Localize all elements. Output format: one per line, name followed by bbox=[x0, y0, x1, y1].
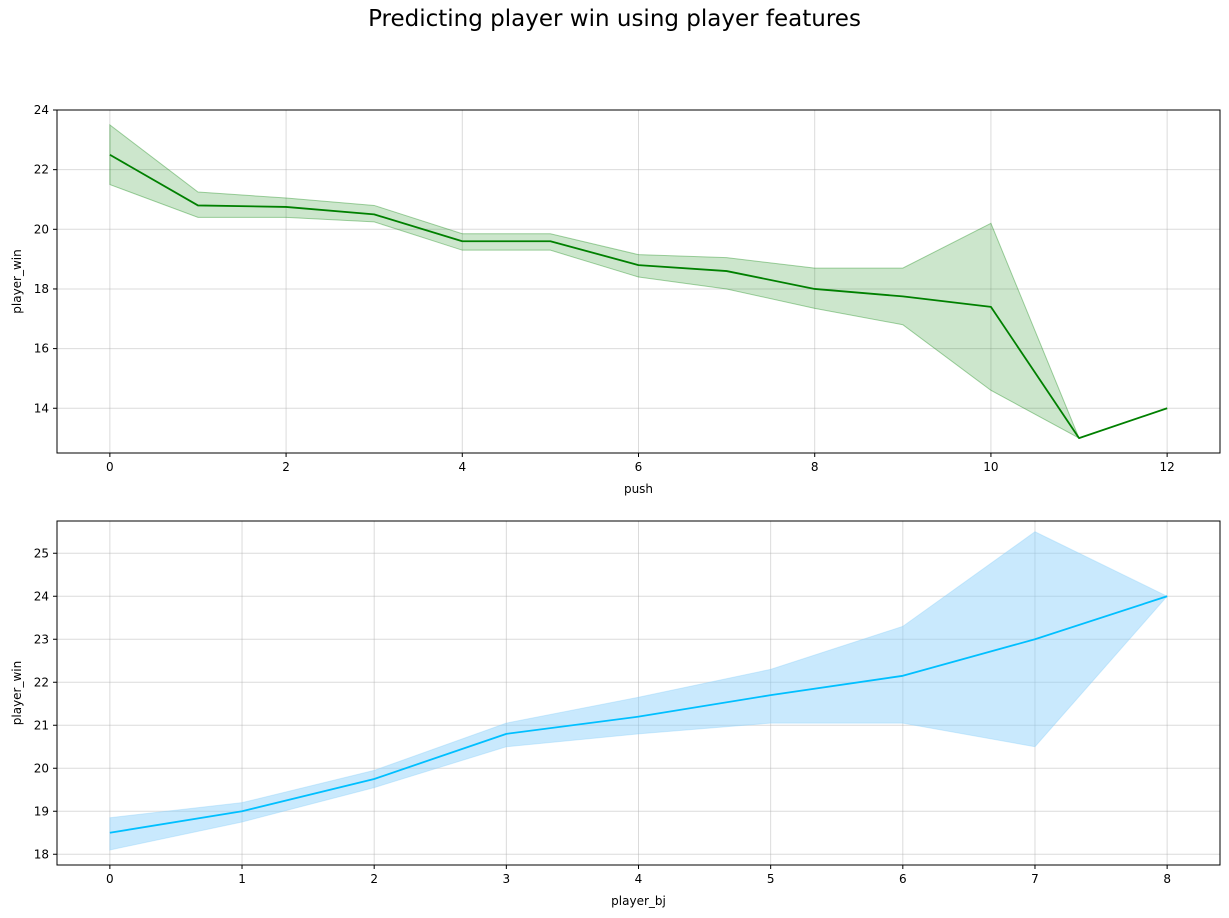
x-tick-label: 6 bbox=[635, 460, 643, 474]
y-tick-label: 24 bbox=[34, 103, 49, 117]
chart-panel-2: 0 1 2 3 4 5 6 7 81819202122232425player_bjplayer… bbox=[10, 521, 1220, 908]
x-tick-label: 2 bbox=[282, 460, 290, 474]
y-tick-label: 18 bbox=[34, 847, 49, 861]
y-tick-label: 20 bbox=[34, 761, 49, 775]
x-axis-label: push bbox=[624, 482, 653, 496]
x-tick-label: 7 bbox=[1031, 872, 1039, 886]
x-tick-label: 5 bbox=[767, 872, 775, 886]
x-tick-label: 6 bbox=[899, 872, 907, 886]
x-tick-label: 0 bbox=[106, 460, 114, 474]
y-tick-label: 19 bbox=[34, 804, 49, 818]
y-tick-label: 20 bbox=[34, 222, 49, 236]
y-axis-label: player_win bbox=[10, 249, 24, 313]
x-tick-label: 1 bbox=[238, 872, 246, 886]
y-tick-label: 22 bbox=[34, 675, 49, 689]
x-tick-label: 8 bbox=[1163, 872, 1171, 886]
y-tick-label: 25 bbox=[34, 546, 49, 560]
x-tick-label: 10 bbox=[983, 460, 998, 474]
y-tick-label: 24 bbox=[34, 589, 49, 603]
x-tick-label: 2 bbox=[370, 872, 378, 886]
y-tick-label: 21 bbox=[34, 718, 49, 732]
x-axis-label: player_bj bbox=[611, 894, 666, 908]
y-tick-label: 16 bbox=[34, 342, 49, 356]
x-tick-label: 4 bbox=[635, 872, 643, 886]
x-tick-label: 4 bbox=[458, 460, 466, 474]
x-tick-label: 3 bbox=[503, 872, 511, 886]
x-tick-label: 8 bbox=[811, 460, 819, 474]
y-tick-label: 22 bbox=[34, 163, 49, 177]
x-tick-label: 12 bbox=[1159, 460, 1174, 474]
y-tick-label: 23 bbox=[34, 632, 49, 646]
y-axis-label: player_win bbox=[10, 661, 24, 725]
x-tick-label: 0 bbox=[106, 872, 114, 886]
y-tick-label: 14 bbox=[34, 401, 49, 415]
y-tick-label: 18 bbox=[34, 282, 49, 296]
